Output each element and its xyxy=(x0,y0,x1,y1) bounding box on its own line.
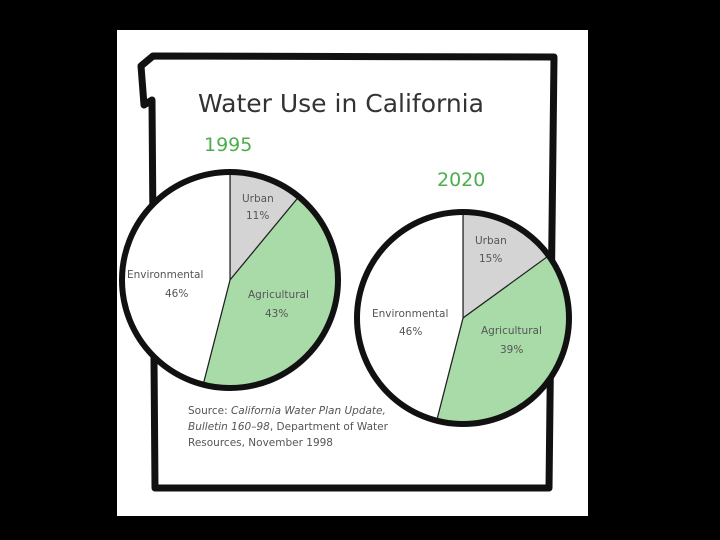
source-title: California Water Plan Update, Bulletin 1… xyxy=(188,405,386,433)
pie-1995-outline xyxy=(119,169,341,391)
chart-title: Water Use in California xyxy=(198,89,484,118)
pie-1995-environmental-name: Environmental xyxy=(127,269,203,281)
source-note: Source: California Water Plan Update, Bu… xyxy=(188,403,428,451)
pie-2020-agricultural-value: 39% xyxy=(500,344,523,356)
year-2020-label: 2020 xyxy=(437,169,485,191)
year-1995-label: 1995 xyxy=(204,134,252,156)
pie-2020-urban-name: Urban xyxy=(475,235,507,247)
slide: Water Use in California 1995 2020 Urban … xyxy=(117,30,588,516)
pie-2020: Urban 15% Agricultural 39% Environmental… xyxy=(354,209,572,427)
source-suffix: , Department of Water Resources, Novembe… xyxy=(188,421,388,449)
pie-2020-outline xyxy=(354,209,572,427)
pie-2020-environmental-value: 46% xyxy=(399,326,422,338)
water-use-chart: Water Use in California 1995 2020 Urban … xyxy=(119,52,572,492)
pie-1995-urban-name: Urban xyxy=(242,193,274,205)
pie-1995-urban-value: 11% xyxy=(246,210,269,222)
pie-1995: Urban 11% Agricultural 43% Environmental… xyxy=(119,169,341,391)
pie-2020-urban-value: 15% xyxy=(479,253,502,265)
pie-2020-environmental-name: Environmental xyxy=(372,308,448,320)
pie-2020-agricultural-name: Agricultural xyxy=(481,325,542,337)
pie-1995-environmental-value: 46% xyxy=(165,288,188,300)
source-prefix: Source: xyxy=(188,405,231,417)
pie-1995-agricultural-value: 43% xyxy=(265,308,288,320)
pie-1995-agricultural-name: Agricultural xyxy=(248,289,309,301)
